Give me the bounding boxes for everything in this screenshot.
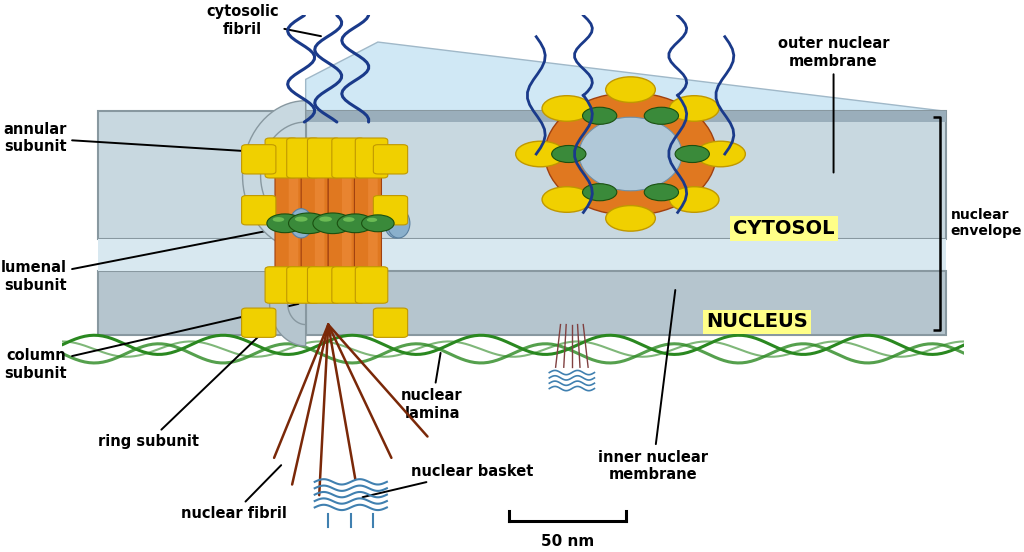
FancyBboxPatch shape	[98, 271, 306, 335]
FancyBboxPatch shape	[287, 138, 319, 178]
FancyBboxPatch shape	[368, 163, 378, 283]
Ellipse shape	[337, 214, 374, 233]
Text: ring subunit: ring subunit	[98, 311, 286, 449]
Ellipse shape	[675, 146, 710, 162]
FancyBboxPatch shape	[374, 195, 408, 225]
Text: nuclear
envelope: nuclear envelope	[951, 208, 1022, 238]
Text: nuclear
lamina: nuclear lamina	[401, 353, 463, 421]
FancyBboxPatch shape	[355, 138, 388, 178]
Ellipse shape	[644, 184, 679, 201]
FancyBboxPatch shape	[287, 267, 319, 303]
Text: NUCLEUS: NUCLEUS	[706, 312, 808, 331]
Ellipse shape	[289, 213, 329, 233]
Ellipse shape	[545, 93, 716, 215]
Text: nuclear fibril: nuclear fibril	[180, 465, 287, 521]
Text: lumenal
subunit: lumenal subunit	[1, 224, 303, 293]
FancyBboxPatch shape	[98, 239, 306, 271]
Ellipse shape	[580, 117, 682, 191]
FancyBboxPatch shape	[275, 162, 302, 284]
FancyBboxPatch shape	[332, 138, 365, 178]
FancyBboxPatch shape	[306, 271, 946, 335]
FancyBboxPatch shape	[306, 112, 946, 122]
Text: annular
subunit: annular subunit	[3, 122, 290, 154]
FancyBboxPatch shape	[289, 163, 298, 283]
Ellipse shape	[343, 217, 354, 222]
Text: nuclear basket: nuclear basket	[362, 464, 534, 497]
FancyBboxPatch shape	[98, 112, 306, 239]
Text: inner nuclear
membrane: inner nuclear membrane	[598, 290, 708, 482]
Text: outer nuclear
membrane: outer nuclear membrane	[778, 36, 889, 173]
Ellipse shape	[606, 77, 655, 103]
Ellipse shape	[583, 107, 616, 124]
FancyBboxPatch shape	[329, 162, 355, 284]
Ellipse shape	[644, 107, 679, 124]
FancyBboxPatch shape	[354, 162, 382, 284]
PathPatch shape	[269, 261, 306, 346]
Ellipse shape	[313, 213, 352, 233]
Ellipse shape	[670, 187, 719, 213]
FancyBboxPatch shape	[342, 163, 351, 283]
FancyBboxPatch shape	[306, 239, 946, 271]
Ellipse shape	[295, 216, 307, 222]
Ellipse shape	[387, 209, 410, 238]
Text: cytosolic
fibril: cytosolic fibril	[206, 4, 321, 37]
Ellipse shape	[670, 95, 719, 121]
PathPatch shape	[243, 100, 306, 250]
FancyBboxPatch shape	[306, 112, 946, 239]
FancyBboxPatch shape	[242, 195, 275, 225]
FancyBboxPatch shape	[242, 308, 275, 337]
Ellipse shape	[542, 95, 592, 121]
FancyBboxPatch shape	[301, 162, 329, 284]
Text: 50 nm: 50 nm	[541, 534, 594, 549]
Ellipse shape	[583, 184, 616, 201]
Ellipse shape	[385, 209, 408, 238]
Ellipse shape	[542, 187, 592, 213]
FancyBboxPatch shape	[374, 145, 408, 174]
Ellipse shape	[695, 141, 745, 167]
Text: column
subunit: column subunit	[4, 304, 298, 381]
FancyBboxPatch shape	[265, 138, 298, 178]
Ellipse shape	[516, 141, 565, 167]
Text: CYTOSOL: CYTOSOL	[733, 219, 835, 238]
FancyBboxPatch shape	[242, 145, 275, 174]
Ellipse shape	[290, 209, 312, 238]
Ellipse shape	[267, 214, 303, 233]
FancyBboxPatch shape	[307, 138, 340, 178]
Ellipse shape	[552, 146, 586, 162]
FancyBboxPatch shape	[332, 267, 365, 303]
Ellipse shape	[361, 215, 394, 232]
FancyBboxPatch shape	[314, 163, 325, 283]
FancyBboxPatch shape	[307, 267, 340, 303]
Ellipse shape	[319, 216, 332, 222]
Polygon shape	[306, 42, 946, 112]
FancyBboxPatch shape	[265, 267, 298, 303]
FancyBboxPatch shape	[374, 308, 408, 337]
Ellipse shape	[367, 217, 377, 222]
Ellipse shape	[272, 217, 285, 222]
FancyBboxPatch shape	[355, 267, 388, 303]
Ellipse shape	[606, 205, 655, 231]
